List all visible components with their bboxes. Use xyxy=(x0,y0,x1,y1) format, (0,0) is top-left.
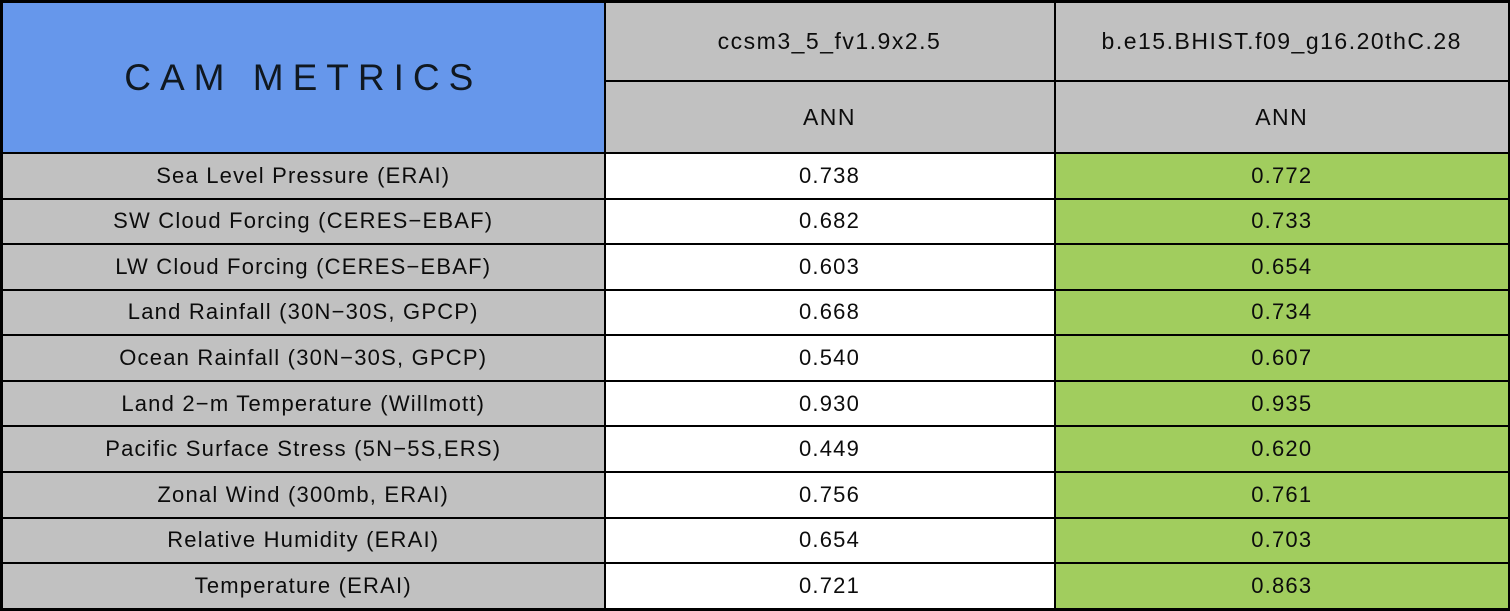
metric-value-model1: 0.682 xyxy=(603,197,1056,246)
metric-value-model1: 0.930 xyxy=(603,379,1056,428)
metric-value-model2: 0.935 xyxy=(1053,379,1510,428)
metric-value-model1: 0.668 xyxy=(603,288,1056,337)
metric-value-model1: 0.603 xyxy=(603,243,1056,291)
metric-value-model1: 0.449 xyxy=(603,425,1056,473)
metric-value-model2: 0.620 xyxy=(1053,425,1510,473)
metric-label: Ocean Rainfall (30N−30S, GPCP) xyxy=(0,334,606,382)
metric-value-model1: 0.540 xyxy=(603,334,1056,382)
table-row: LW Cloud Forcing (CERES−EBAF) 0.603 0.65… xyxy=(0,243,1510,291)
season-header-1: ANN xyxy=(603,80,1056,154)
metric-value-model2: 0.772 xyxy=(1053,152,1510,200)
table-row: Zonal Wind (300mb, ERAI) 0.756 0.761 xyxy=(0,470,1510,519)
metric-label: Pacific Surface Stress (5N−5S,ERS) xyxy=(0,425,606,473)
table-row: Land 2−m Temperature (Willmott) 0.930 0.… xyxy=(0,379,1510,428)
metric-value-model2: 0.733 xyxy=(1053,197,1510,246)
model-header-1: ccsm3_5_fv1.9x2.5 xyxy=(603,0,1056,82)
metric-label: Zonal Wind (300mb, ERAI) xyxy=(0,470,606,519)
metric-label: SW Cloud Forcing (CERES−EBAF) xyxy=(0,197,606,246)
metric-value-model2: 0.703 xyxy=(1053,516,1510,565)
table-title: CAM METRICS xyxy=(0,0,606,154)
table-row: Land Rainfall (30N−30S, GPCP) 0.668 0.73… xyxy=(0,288,1510,337)
metric-value-model1: 0.756 xyxy=(603,470,1056,519)
metric-label: Land 2−m Temperature (Willmott) xyxy=(0,379,606,428)
table-row: Pacific Surface Stress (5N−5S,ERS) 0.449… xyxy=(0,425,1510,473)
metric-value-model1: 0.738 xyxy=(603,152,1056,200)
table-row: Temperature (ERAI) 0.721 0.863 xyxy=(0,562,1510,611)
metric-value-model2: 0.654 xyxy=(1053,243,1510,291)
metric-value-model2: 0.863 xyxy=(1053,562,1510,611)
header-row-models: CAM METRICS ccsm3_5_fv1.9x2.5 b.e15.BHIS… xyxy=(0,0,1510,154)
metric-label: LW Cloud Forcing (CERES−EBAF) xyxy=(0,243,606,291)
metric-label: Land Rainfall (30N−30S, GPCP) xyxy=(0,288,606,337)
header-row-seasons: ANN ANN xyxy=(2,80,1510,154)
metric-label: Relative Humidity (ERAI) xyxy=(0,516,606,565)
table-row: SW Cloud Forcing (CERES−EBAF) 0.682 0.73… xyxy=(0,197,1510,246)
metric-value-model1: 0.654 xyxy=(603,516,1056,565)
metric-value-model2: 0.607 xyxy=(1053,334,1510,382)
metric-label: Sea Level Pressure (ERAI) xyxy=(0,152,606,200)
table-row: Ocean Rainfall (30N−30S, GPCP) 0.540 0.6… xyxy=(0,334,1510,382)
metric-value-model2: 0.734 xyxy=(1053,288,1510,337)
model-header-2: b.e15.BHIST.f09_g16.20thC.28 xyxy=(1053,0,1510,82)
table-row: Sea Level Pressure (ERAI) 0.738 0.772 xyxy=(0,152,1510,200)
metric-value-model1: 0.721 xyxy=(603,562,1056,611)
table-row: Relative Humidity (ERAI) 0.654 0.703 xyxy=(0,516,1510,565)
season-header-2: ANN xyxy=(1053,80,1510,154)
metric-value-model2: 0.761 xyxy=(1053,470,1510,519)
metric-label: Temperature (ERAI) xyxy=(0,562,606,611)
